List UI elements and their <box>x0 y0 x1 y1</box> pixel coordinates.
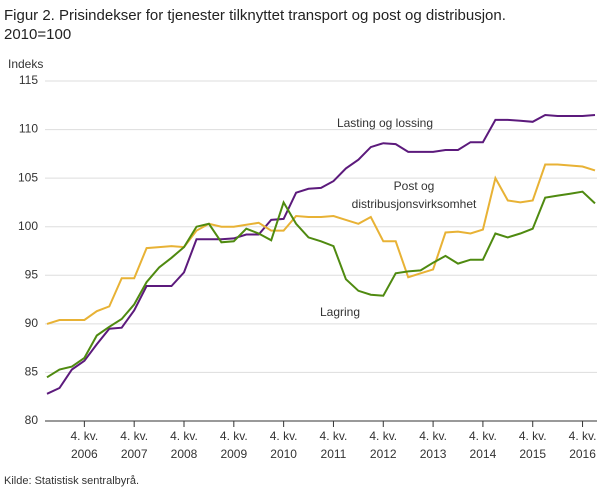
x-tick-label: 4. kv. 2015 <box>519 429 547 461</box>
x-tick-label: 4. kv. 2012 <box>369 429 397 461</box>
series-line <box>46 190 596 379</box>
source: Kilde: Statistisk sentralbyrå. <box>4 475 139 487</box>
x-tick-label: 4. kv. 2006 <box>70 429 98 461</box>
series-label-line: distribusjonsvirksomhet <box>352 197 477 211</box>
x-tick-label-line: 2013 <box>420 447 447 461</box>
chart-title: Figur 2. Prisindekser for tjenester tilk… <box>4 7 506 24</box>
x-tick-label-line: 4. kv. <box>419 429 447 443</box>
y-axis-label: Indeks <box>8 57 43 71</box>
x-tick-label: 4. kv. 2011 <box>320 429 348 461</box>
series-line <box>46 163 596 325</box>
x-tick-label-line: 4. kv. <box>220 429 248 443</box>
y-tick-label: 115 <box>19 73 38 87</box>
series-label: Post og distribusjonsvirksomhet <box>352 179 477 211</box>
x-tick-label: 4. kv. 2008 <box>170 429 198 461</box>
series-line <box>46 113 596 395</box>
chart-title: 2010=100 <box>4 26 71 43</box>
x-tick-label: 4. kv. 2016 <box>569 429 597 461</box>
x-tick-label: 4. kv. 2007 <box>120 429 148 461</box>
y-tick-label: 95 <box>25 267 39 281</box>
x-tick-label-line: 2015 <box>519 447 546 461</box>
series-label-line: Post og <box>394 179 435 193</box>
series-label: Lagring <box>320 305 360 319</box>
x-tick-label-line: 2012 <box>370 447 397 461</box>
series-label: Lasting og lossing <box>337 116 433 130</box>
x-tick-label-line: 2008 <box>171 447 198 461</box>
x-tick-label-line: 4. kv. <box>569 429 597 443</box>
x-tick-label: 4. kv. 2014 <box>469 429 497 461</box>
x-tick-label-line: 4. kv. <box>120 429 148 443</box>
x-tick-label-line: 2014 <box>470 447 497 461</box>
x-tick-label: 4. kv. 2009 <box>220 429 248 461</box>
x-tick-label-line: 2016 <box>569 447 596 461</box>
y-tick-label: 110 <box>19 122 38 136</box>
x-tick-label-line: 4. kv. <box>519 429 547 443</box>
x-tick-label-line: 4. kv. <box>70 429 98 443</box>
x-tick-label: 4. kv. 2010 <box>270 429 298 461</box>
x-tick-label: 4. kv. 2013 <box>419 429 447 461</box>
y-tick-label: 100 <box>18 219 38 233</box>
y-tick-label: 105 <box>18 170 38 184</box>
y-tick-label: 80 <box>25 413 39 427</box>
y-tick-label: 85 <box>25 365 39 379</box>
x-tick-label-line: 2006 <box>71 447 98 461</box>
x-tick-label-line: 4. kv. <box>320 429 348 443</box>
x-tick-label-line: 2010 <box>270 447 297 461</box>
x-tick-label-line: 2009 <box>220 447 247 461</box>
x-tick-label-line: 4. kv. <box>270 429 298 443</box>
x-tick-label-line: 2007 <box>121 447 148 461</box>
x-tick-label-line: 2011 <box>321 447 347 461</box>
x-tick-label-line: 4. kv. <box>469 429 497 443</box>
y-tick-label: 90 <box>25 316 39 330</box>
x-tick-label-line: 4. kv. <box>369 429 397 443</box>
x-tick-label-line: 4. kv. <box>170 429 198 443</box>
